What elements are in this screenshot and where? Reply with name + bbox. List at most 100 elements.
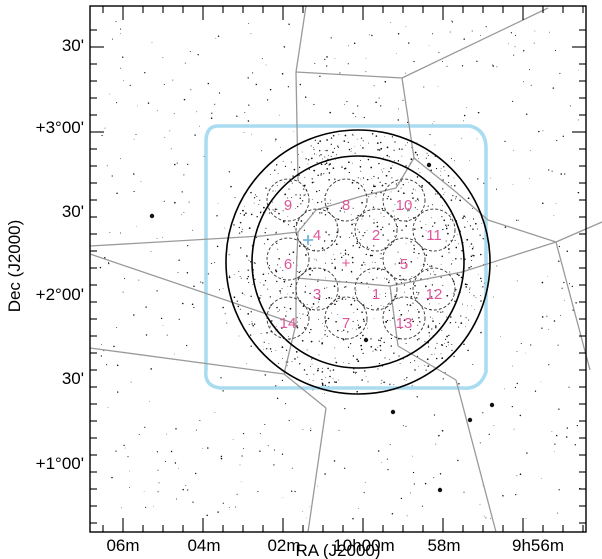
source-dot	[334, 267, 337, 270]
source-dot	[338, 299, 340, 301]
field-circle-9	[266, 178, 310, 222]
source-dot	[446, 65, 448, 67]
source-dot	[351, 223, 353, 226]
source-dot	[296, 325, 298, 327]
field-circle-8	[324, 178, 368, 222]
source-dot	[351, 181, 354, 184]
source-dot	[548, 169, 550, 171]
source-dot	[386, 278, 388, 280]
source-dot	[345, 298, 347, 300]
source-dot	[274, 169, 276, 171]
source-dot	[318, 298, 321, 301]
source-dot	[327, 367, 329, 370]
source-dot	[390, 337, 393, 340]
source-dot	[465, 326, 467, 328]
source-dot	[340, 207, 343, 209]
source-dot	[391, 513, 394, 515]
source-dot	[557, 344, 559, 346]
source-dot	[272, 201, 274, 203]
source-dot	[463, 491, 465, 493]
source-dot	[413, 244, 415, 247]
source-dot	[119, 158, 121, 160]
source-dot	[471, 30, 473, 32]
source-dot	[352, 328, 354, 330]
source-dot	[350, 303, 353, 306]
field-circle-11	[412, 208, 456, 252]
source-dot	[305, 517, 307, 519]
source-dot	[382, 171, 384, 173]
source-dot	[317, 368, 319, 370]
source-dot	[298, 166, 301, 169]
source-dot	[414, 369, 416, 371]
source-dot	[370, 338, 372, 340]
source-dot	[414, 189, 416, 191]
source-dot	[279, 266, 281, 268]
source-dot	[362, 334, 364, 337]
source-dot	[266, 348, 268, 350]
source-dot	[515, 493, 517, 496]
outer-circle	[225, 129, 491, 395]
source-dot	[416, 154, 419, 156]
source-dot	[455, 196, 457, 198]
source-dot	[488, 433, 490, 436]
source-dot	[250, 33, 252, 35]
source-dot	[409, 329, 412, 331]
source-dot	[278, 309, 280, 311]
y-tick-label-2d30: 30'	[62, 202, 84, 221]
source-dot	[239, 464, 241, 466]
source-dot	[326, 168, 328, 170]
source-dot	[376, 268, 379, 271]
source-dot	[332, 369, 335, 371]
source-dot	[324, 473, 326, 475]
source-dot	[386, 154, 389, 157]
source-dot	[140, 181, 142, 182]
source-dot	[446, 294, 449, 297]
source-dot	[468, 288, 470, 290]
source-dot	[264, 280, 267, 282]
source-dot	[303, 326, 306, 329]
source-dot	[144, 426, 146, 428]
source-dot	[447, 175, 450, 177]
source-dot	[450, 240, 452, 241]
source-dot	[307, 159, 310, 161]
source-dot	[121, 507, 122, 509]
source-dot	[392, 317, 394, 319]
source-dot	[414, 360, 416, 362]
source-dot	[190, 89, 192, 91]
source-dot	[440, 264, 442, 265]
source-dot	[241, 455, 243, 457]
source-dot	[305, 285, 307, 287]
source-dot	[411, 318, 413, 320]
source-dot	[197, 54, 199, 56]
bright-source	[149, 213, 155, 219]
source-dot	[311, 306, 313, 308]
source-dot	[339, 236, 342, 238]
source-dot	[377, 339, 380, 341]
source-dot	[356, 358, 358, 361]
source-dot	[375, 196, 377, 198]
source-dot	[407, 210, 409, 212]
source-dot	[454, 239, 456, 241]
source-dot	[156, 238, 158, 239]
source-dot	[313, 303, 315, 305]
source-dot	[378, 362, 381, 365]
source-dot	[138, 279, 140, 281]
source-dot	[400, 281, 402, 284]
source-dot	[320, 163, 323, 166]
source-dot	[564, 173, 566, 175]
source-dot	[284, 165, 287, 168]
source-dot	[406, 304, 408, 306]
source-dot	[296, 327, 299, 329]
source-dot	[518, 219, 519, 221]
source-dot	[416, 396, 418, 398]
source-dot	[435, 357, 438, 360]
x-tick-label-02m: 02m	[267, 536, 300, 555]
source-dot	[465, 216, 467, 218]
source-dot	[476, 60, 478, 62]
source-dot	[334, 347, 336, 349]
source-dot	[392, 210, 394, 212]
source-dot	[376, 221, 378, 224]
source-dot	[240, 277, 242, 279]
source-dot	[379, 344, 382, 347]
source-dot	[472, 228, 474, 230]
